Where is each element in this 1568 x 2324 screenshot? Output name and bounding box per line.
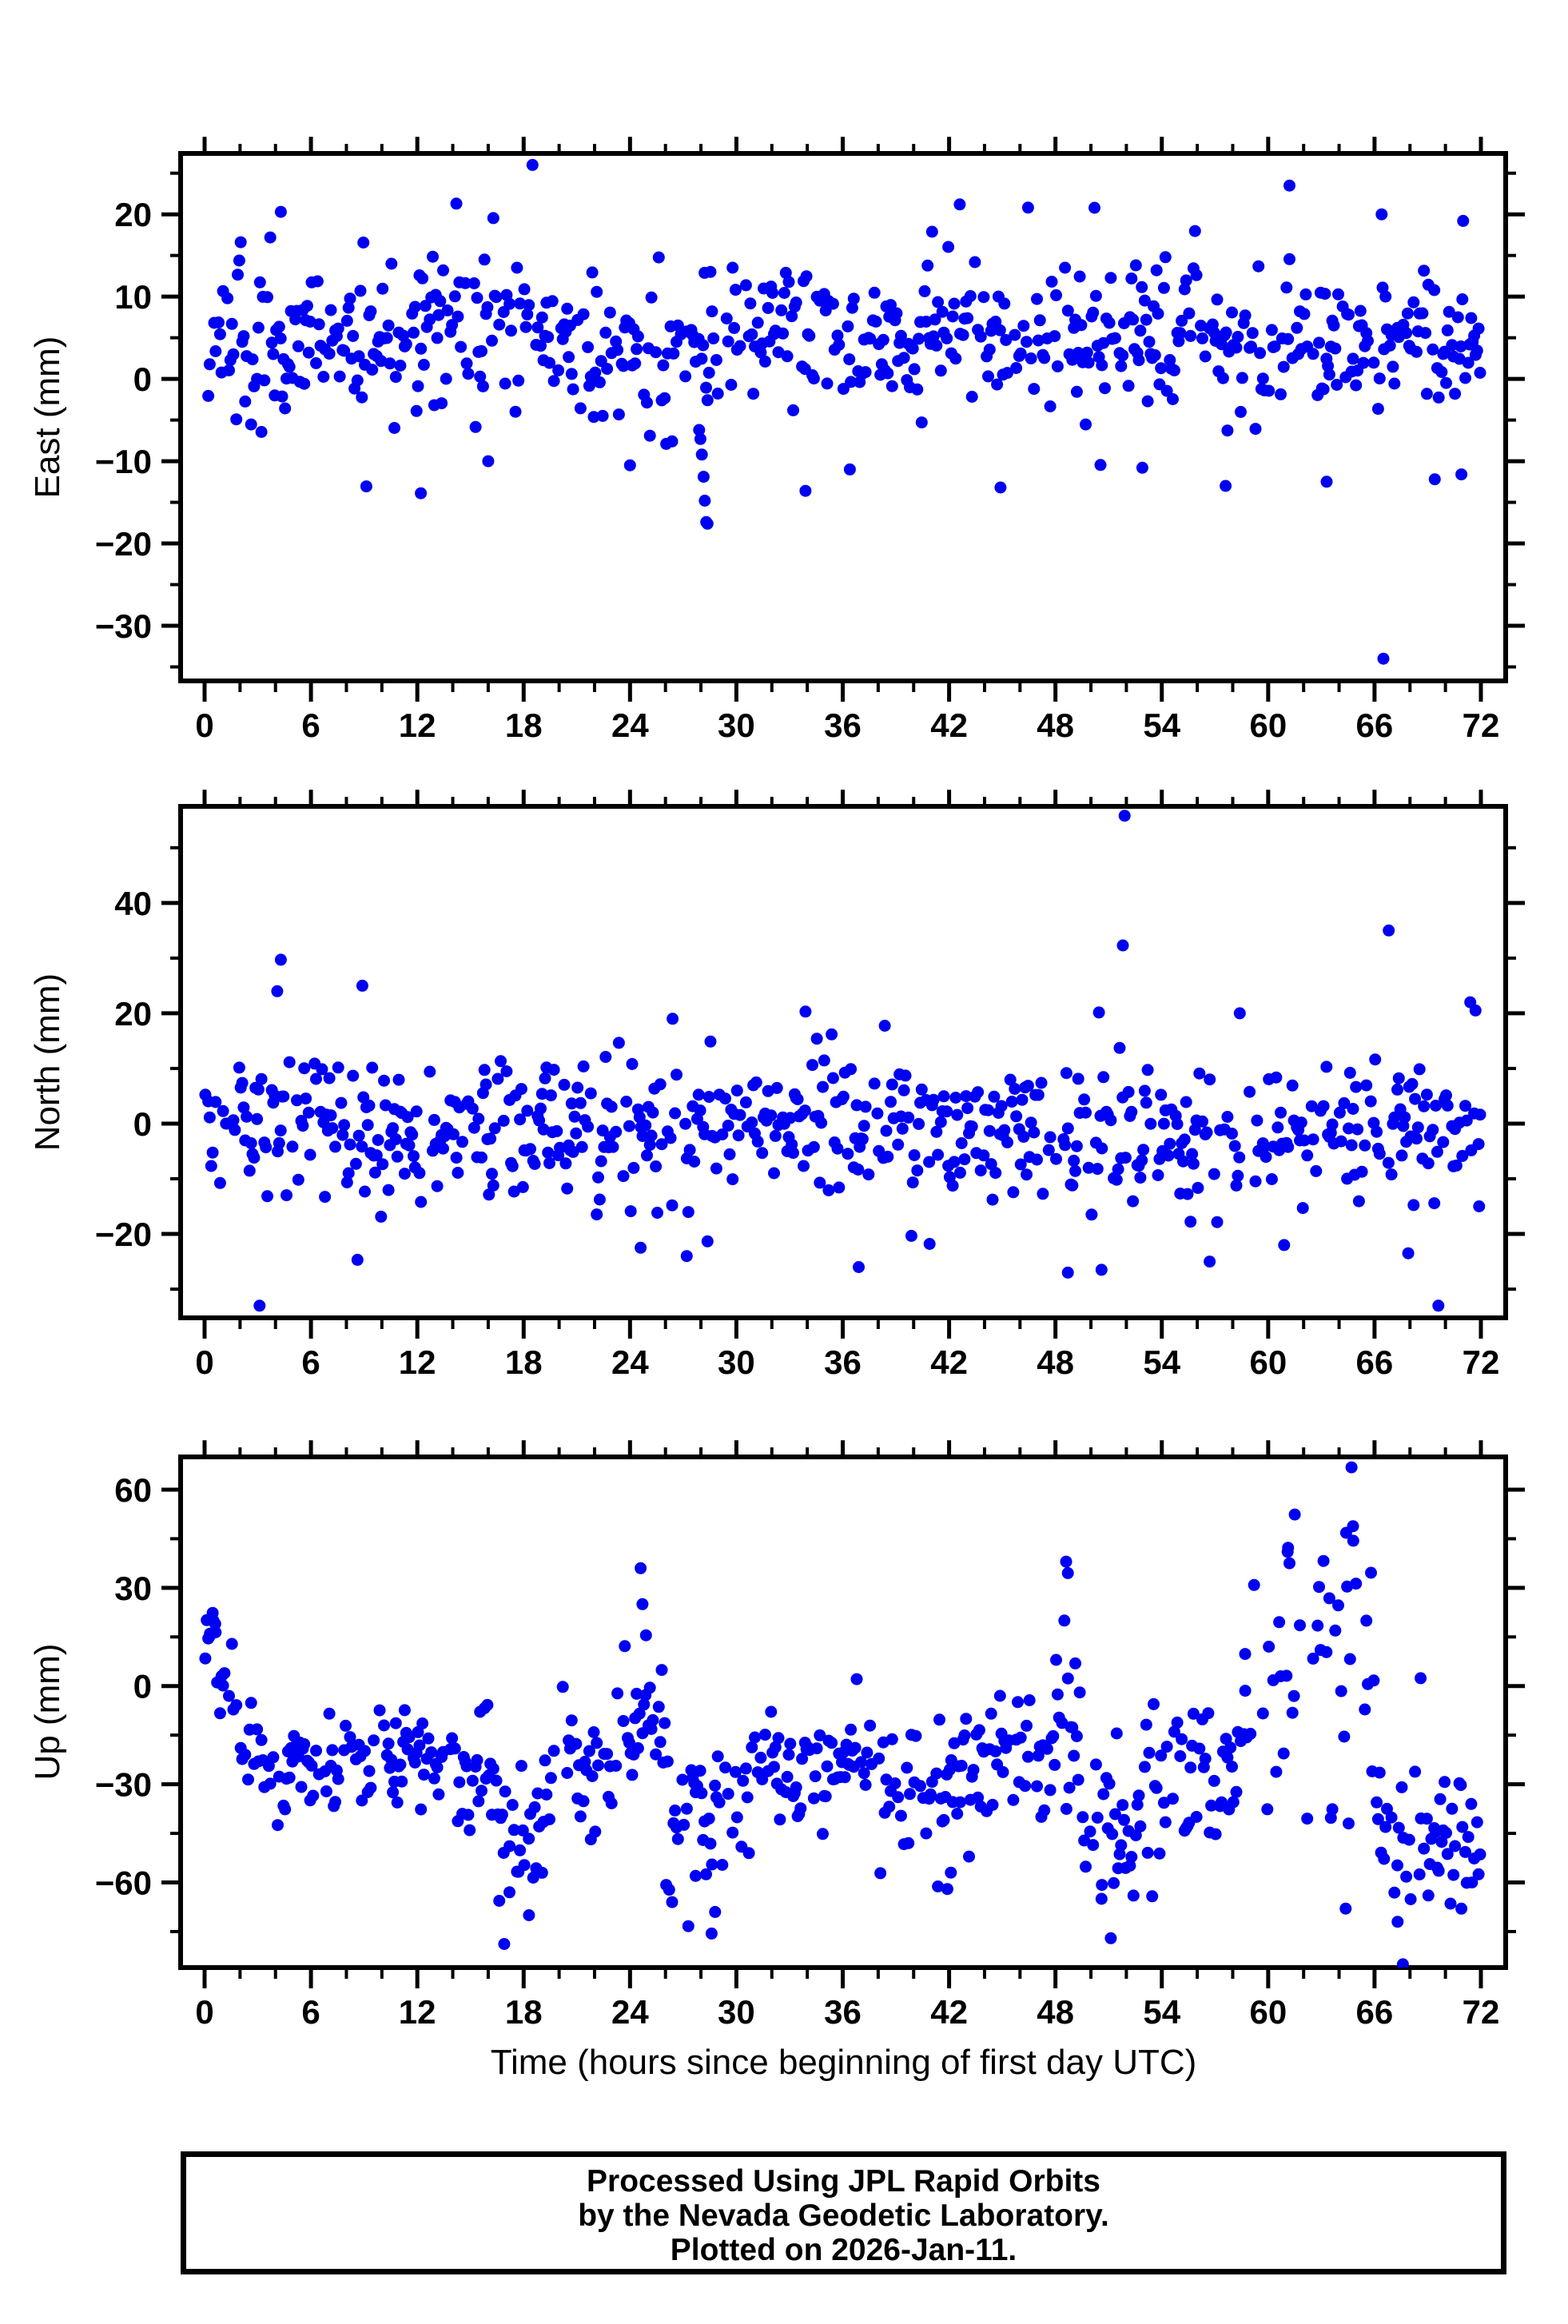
x-tick-label: 36: [824, 706, 862, 744]
x-tick-label: 18: [505, 1993, 543, 2031]
x-tick-label: 42: [930, 1993, 968, 2031]
x-tick-label: 54: [1143, 706, 1180, 744]
x-tick-label: 48: [1037, 1993, 1074, 2031]
x-tick-label: 6: [301, 1993, 320, 2031]
y-tick-label: −10: [95, 443, 152, 480]
x-tick-label: 6: [301, 706, 320, 744]
x-tick-label: 66: [1356, 1993, 1394, 2031]
y-tick-label: 0: [133, 1105, 152, 1143]
x-tick-label: 18: [505, 706, 543, 744]
x-tick-label: 48: [1037, 1343, 1074, 1381]
y-tick-label: 40: [114, 885, 152, 922]
footer-line-2: by the Nevada Geodetic Laboratory.: [578, 2199, 1109, 2233]
x-tick-label: 66: [1356, 706, 1394, 744]
x-tick-label: 60: [1249, 1993, 1287, 2031]
y-tick-label: 20: [114, 995, 152, 1033]
x-tick-label: 0: [195, 706, 213, 744]
y-tick-label: 20: [114, 196, 152, 233]
y-tick-label: −20: [95, 525, 152, 563]
x-tick-label: 48: [1037, 706, 1074, 744]
x-tick-label: 30: [718, 1993, 755, 2031]
panel-up-tick-labels: 0 6 12 18 24 30 36 42 48 54 60 66 72 −60 −30 0 30 60: [95, 1471, 1500, 2031]
up-axis-label: Up (mm): [28, 1643, 67, 1781]
y-tick-label: 60: [114, 1471, 152, 1509]
x-tick-label: 6: [301, 1343, 320, 1381]
footer-line-3: Plotted on 2026-Jan-11.: [670, 2233, 1017, 2267]
time-axis-title: Time (hours since beginning of first day…: [490, 2043, 1197, 2082]
north-axis-label: North (mm): [28, 973, 67, 1152]
x-tick-label: 54: [1143, 1343, 1180, 1381]
x-tick-label: 0: [195, 1343, 213, 1381]
y-tick-label: −30: [95, 1766, 152, 1804]
x-tick-label: 42: [930, 1343, 968, 1381]
x-tick-label: 72: [1463, 1993, 1500, 2031]
x-tick-label: 24: [611, 1343, 649, 1381]
panel-north: 0 6 12 18 24 30 36 42 48 54 60 66 72 −20 0 20 40: [95, 790, 1525, 1381]
y-tick-label: −20: [95, 1216, 152, 1253]
panel-up-scatter-points: [199, 1461, 1486, 1968]
panel-east-scatter-points: [202, 158, 1486, 665]
x-tick-label: 60: [1249, 706, 1287, 744]
x-tick-label: 60: [1249, 1343, 1287, 1381]
y-tick-label: −60: [95, 1864, 152, 1902]
x-tick-label: 24: [611, 1993, 649, 2031]
x-tick-label: 0: [195, 1993, 213, 2031]
panel-east-tick-labels: 0 6 12 18 24 30 36 42 48 54 60 66 72 −30 −20 −10 0 10 20: [95, 196, 1500, 744]
y-tick-label: 10: [114, 278, 152, 316]
x-tick-label: 72: [1463, 1343, 1500, 1381]
panel-north-tick-labels: 0 6 12 18 24 30 36 42 48 54 60 66 72 −20 0 20 40: [95, 885, 1500, 1381]
x-tick-label: 12: [399, 706, 436, 744]
panel-up: 0 6 12 18 24 30 36 42 48 54 60 66 72 −60 −30 0 30 60: [95, 1440, 1525, 2031]
x-tick-label: 54: [1143, 1993, 1180, 2031]
y-tick-label: −30: [95, 607, 152, 645]
y-tick-label: 30: [114, 1570, 152, 1607]
processing-note-box: Processed Using JPL Rapid Orbits by the …: [181, 2151, 1506, 2274]
footer-line-1: Processed Using JPL Rapid Orbits: [587, 2164, 1100, 2199]
x-tick-label: 66: [1356, 1343, 1394, 1381]
x-tick-label: 36: [824, 1993, 862, 2031]
panel-east: 0 6 12 18 24 30 36 42 48 54 60 66 72 −30 −20 −10 0 10 20: [95, 137, 1525, 744]
x-tick-label: 30: [718, 1343, 755, 1381]
panel-east-frame: [161, 137, 1525, 702]
east-axis-label: East (mm): [28, 336, 67, 499]
x-tick-label: 12: [399, 1343, 436, 1381]
x-tick-label: 42: [930, 706, 968, 744]
x-tick-label: 18: [505, 1343, 543, 1381]
x-tick-label: 12: [399, 1993, 436, 2031]
panel-north-frame: [161, 790, 1525, 1339]
x-tick-label: 36: [824, 1343, 862, 1381]
panel-up-frame: [161, 1440, 1525, 1988]
y-tick-label: 0: [133, 360, 152, 398]
x-tick-label: 24: [611, 706, 649, 744]
y-tick-label: 0: [133, 1668, 152, 1705]
x-tick-label: 30: [718, 706, 755, 744]
panel-north-scatter-points: [199, 810, 1486, 1312]
x-tick-label: 72: [1463, 706, 1500, 744]
